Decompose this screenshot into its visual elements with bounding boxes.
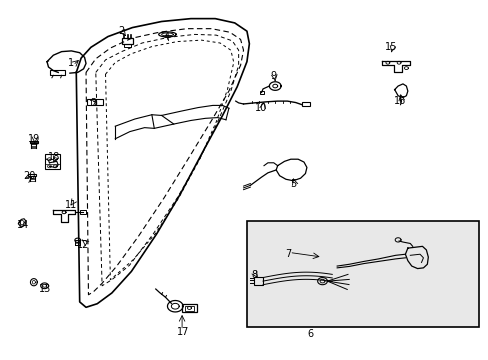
Bar xyxy=(182,304,196,312)
Text: 3: 3 xyxy=(90,98,96,108)
Text: 9: 9 xyxy=(270,71,276,81)
Bar xyxy=(259,91,264,94)
Bar xyxy=(80,210,86,215)
Bar xyxy=(302,102,309,106)
Text: 15: 15 xyxy=(384,42,396,52)
Text: 20: 20 xyxy=(23,171,35,181)
Text: 17: 17 xyxy=(177,327,189,337)
Text: 2: 2 xyxy=(118,26,124,36)
Bar xyxy=(122,38,133,44)
Text: 14: 14 xyxy=(17,220,29,230)
Bar xyxy=(87,99,103,105)
Text: 8: 8 xyxy=(251,270,257,280)
Text: 7: 7 xyxy=(285,248,291,258)
Bar xyxy=(44,154,60,169)
Bar xyxy=(254,277,263,285)
Bar xyxy=(50,70,65,75)
Text: 19: 19 xyxy=(28,134,40,144)
Text: 18: 18 xyxy=(48,152,61,162)
Text: 12: 12 xyxy=(77,239,90,249)
Text: 10: 10 xyxy=(255,103,267,113)
Text: 5: 5 xyxy=(289,179,296,189)
Bar xyxy=(28,174,36,176)
Bar xyxy=(30,140,38,143)
Text: 16: 16 xyxy=(394,96,406,106)
Text: 13: 13 xyxy=(39,284,51,294)
Bar xyxy=(123,44,131,47)
Text: 1: 1 xyxy=(68,58,74,68)
Text: 6: 6 xyxy=(306,329,313,339)
Text: 11: 11 xyxy=(65,200,78,210)
Bar xyxy=(246,221,478,327)
Bar xyxy=(184,306,194,311)
Text: 4: 4 xyxy=(163,32,169,41)
